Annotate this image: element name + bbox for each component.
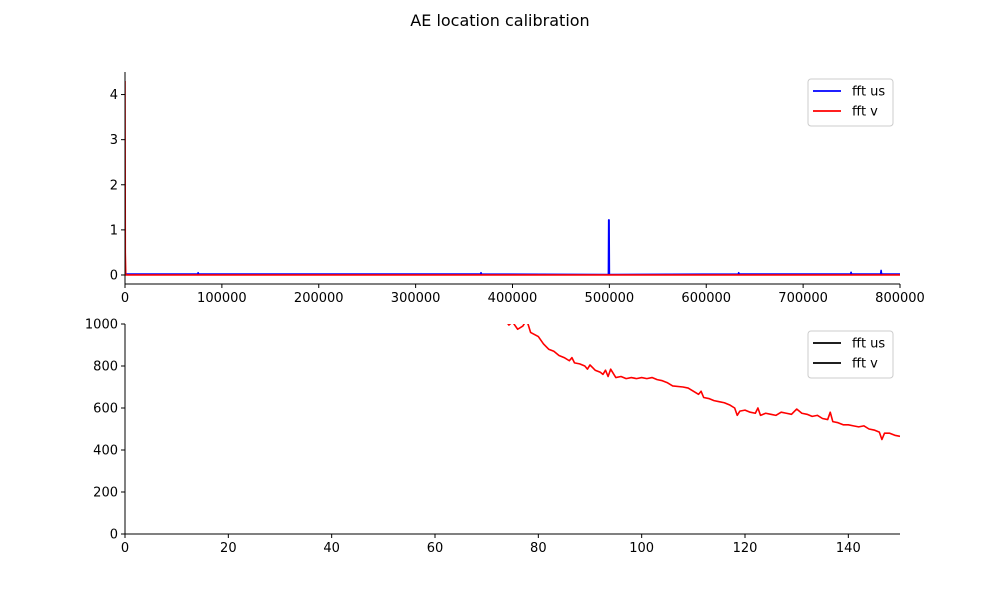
y-tick-label: 400 [93,444,118,459]
series-line-fft-v [125,81,900,276]
x-tick-label: 0 [121,291,129,306]
x-tick-label: 800000 [875,291,925,306]
top-panel: 0 100000 200000 300000 400000 500000 600000 700… [110,72,925,306]
plot-area [507,324,900,441]
bottom-panel: 0 20 40 60 80 100 120 140 0 200 400 600 800 1000 fft u… [85,318,900,556]
x-tick-label: 80 [530,541,547,556]
legend-label: fft us [852,337,885,352]
y-tick-label: 0 [110,528,118,543]
legend-label: fft us [852,85,885,100]
y-tick-label: 4 [110,88,118,103]
series-line-fft-us [125,219,900,276]
y-tick-label: 3 [110,133,118,148]
x-tick-label: 20 [220,541,237,556]
x-tick-label: 120 [733,541,758,556]
x-tick-label: 600000 [681,291,731,306]
x-tick-label: 500000 [585,291,635,306]
x-tick-label: 100000 [197,291,247,306]
y-tick-label: 0 [110,268,118,283]
series-line-fft-v [507,324,900,441]
y-tick-label: 200 [93,486,118,501]
legend-label: fft v [852,105,878,120]
legend-label: fft v [852,357,878,372]
legend: fft us fft v [807,78,894,127]
x-tick-label: 0 [121,541,129,556]
x-tick-label: 300000 [391,291,441,306]
x-tick-label: 200000 [294,291,344,306]
y-tick-label: 800 [93,360,118,375]
y-tick-label: 1 [110,223,118,238]
x-tick-label: 40 [323,541,340,556]
figure-title: AE location calibration [410,11,589,30]
x-tick-label: 60 [427,541,444,556]
x-tick-label: 100 [629,541,654,556]
plot-area [125,81,900,276]
y-tick-label: 2 [110,178,118,193]
legend: fft us fft v [807,330,894,379]
x-tick-label: 400000 [488,291,538,306]
y-tick-label: 1000 [85,318,118,333]
x-tick-label: 700000 [778,291,828,306]
x-tick-label: 140 [836,541,861,556]
y-tick-label: 600 [93,402,118,417]
